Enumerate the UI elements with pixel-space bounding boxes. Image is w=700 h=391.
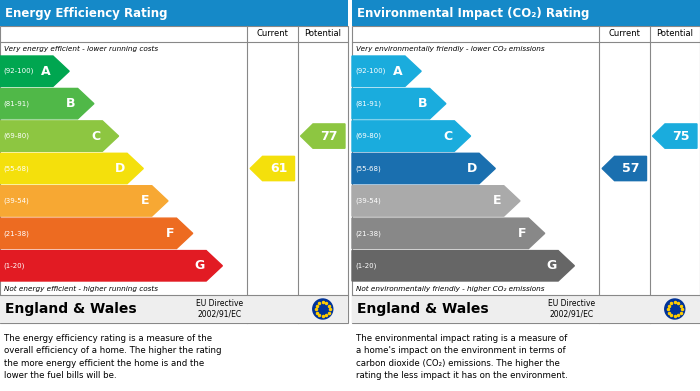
Polygon shape <box>0 121 118 151</box>
Polygon shape <box>250 156 295 181</box>
Text: (21-38): (21-38) <box>355 230 381 237</box>
Text: EU Directive
2002/91/EC: EU Directive 2002/91/EC <box>196 299 243 319</box>
Text: Very environmentally friendly - lower CO₂ emissions: Very environmentally friendly - lower CO… <box>356 45 545 52</box>
Text: A: A <box>41 65 51 78</box>
Polygon shape <box>352 218 545 249</box>
Text: The energy efficiency rating is a measure of the
overall efficiency of a home. T: The energy efficiency rating is a measur… <box>4 334 221 380</box>
Text: C: C <box>443 129 452 143</box>
Text: Potential: Potential <box>657 29 693 38</box>
Text: 75: 75 <box>672 129 690 143</box>
Text: Potential: Potential <box>304 29 342 38</box>
Polygon shape <box>352 121 470 151</box>
Text: 77: 77 <box>320 129 337 143</box>
Polygon shape <box>0 218 193 249</box>
Text: (55-68): (55-68) <box>3 165 29 172</box>
Bar <box>352 0 700 26</box>
Text: F: F <box>166 227 174 240</box>
Text: England & Wales: England & Wales <box>5 302 136 316</box>
Polygon shape <box>0 56 69 86</box>
Text: (55-68): (55-68) <box>355 165 381 172</box>
Text: (81-91): (81-91) <box>3 100 29 107</box>
Bar <box>0 26 348 323</box>
Text: E: E <box>494 194 502 208</box>
Text: A: A <box>393 65 403 78</box>
Text: England & Wales: England & Wales <box>357 302 489 316</box>
Polygon shape <box>352 251 575 281</box>
Polygon shape <box>0 153 144 184</box>
Bar <box>352 26 700 323</box>
Circle shape <box>665 299 685 319</box>
Text: Very energy efficient - lower running costs: Very energy efficient - lower running co… <box>4 45 158 52</box>
Text: D: D <box>115 162 125 175</box>
Text: (39-54): (39-54) <box>3 198 29 204</box>
Text: (21-38): (21-38) <box>3 230 29 237</box>
Polygon shape <box>352 186 520 216</box>
Text: (1-20): (1-20) <box>3 262 25 269</box>
Polygon shape <box>602 156 647 181</box>
Polygon shape <box>352 56 421 86</box>
Text: (1-20): (1-20) <box>355 262 377 269</box>
Text: Current: Current <box>256 29 288 38</box>
Text: Current: Current <box>608 29 640 38</box>
Text: D: D <box>467 162 477 175</box>
Text: (69-80): (69-80) <box>3 133 29 139</box>
Text: The environmental impact rating is a measure of
a home's impact on the environme: The environmental impact rating is a mea… <box>356 334 568 380</box>
Text: EU Directive
2002/91/EC: EU Directive 2002/91/EC <box>548 299 595 319</box>
Text: Not energy efficient - higher running costs: Not energy efficient - higher running co… <box>4 285 158 292</box>
Text: E: E <box>141 194 150 208</box>
Polygon shape <box>352 88 446 119</box>
Polygon shape <box>0 88 94 119</box>
Text: Not environmentally friendly - higher CO₂ emissions: Not environmentally friendly - higher CO… <box>356 285 545 292</box>
Text: G: G <box>546 259 556 272</box>
Text: (92-100): (92-100) <box>355 68 386 74</box>
Polygon shape <box>652 124 697 148</box>
Text: (69-80): (69-80) <box>355 133 381 139</box>
Text: G: G <box>194 259 204 272</box>
Text: (81-91): (81-91) <box>355 100 381 107</box>
Polygon shape <box>300 124 345 148</box>
Text: F: F <box>518 227 526 240</box>
Text: B: B <box>66 97 76 110</box>
Text: Energy Efficiency Rating: Energy Efficiency Rating <box>5 7 167 20</box>
Bar <box>352 295 700 323</box>
Text: (39-54): (39-54) <box>355 198 381 204</box>
Text: C: C <box>91 129 100 143</box>
Text: 57: 57 <box>622 162 639 175</box>
Text: B: B <box>418 97 428 110</box>
Bar <box>0 295 348 323</box>
Polygon shape <box>0 251 223 281</box>
Circle shape <box>313 299 332 319</box>
Text: Environmental Impact (CO₂) Rating: Environmental Impact (CO₂) Rating <box>357 7 589 20</box>
Bar <box>0 0 348 26</box>
Text: (92-100): (92-100) <box>3 68 34 74</box>
Text: 61: 61 <box>270 162 287 175</box>
Polygon shape <box>352 153 496 184</box>
Polygon shape <box>0 186 168 216</box>
